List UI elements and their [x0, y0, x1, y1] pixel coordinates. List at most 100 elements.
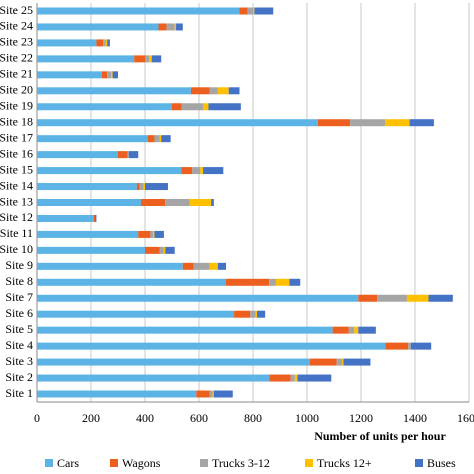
- bar-segment: [385, 342, 409, 350]
- bar-segment: [317, 119, 351, 127]
- y-tick-label: Site 20: [0, 83, 33, 97]
- legend-label: Buses: [427, 456, 456, 470]
- y-tick-label: Site 13: [0, 194, 33, 208]
- bar-segment: [176, 23, 183, 31]
- y-tick-label: Site 6: [5, 306, 33, 320]
- bar-segment: [255, 310, 258, 318]
- bar-segment: [172, 103, 182, 111]
- bar-segment: [107, 71, 112, 79]
- bar-segment: [343, 358, 371, 366]
- bar-segment: [111, 71, 113, 79]
- bar-segment: [145, 246, 160, 254]
- bar-segment: [408, 342, 411, 350]
- bar-segment: [37, 262, 183, 270]
- legend-swatch: [200, 459, 208, 467]
- bar-segment: [358, 294, 378, 302]
- x-tick-label: 1200: [349, 411, 373, 425]
- bar-segment: [200, 167, 204, 175]
- x-tick-label: 1600: [457, 411, 474, 425]
- y-tick-label: Site 9: [5, 258, 33, 272]
- bar-segment: [217, 87, 229, 95]
- bar-segment: [151, 55, 162, 63]
- bar-segment: [37, 39, 97, 47]
- bar-segment: [147, 135, 155, 143]
- bar-segment: [213, 390, 233, 398]
- bar-segment: [163, 246, 166, 254]
- bar-segment: [37, 374, 270, 382]
- bar-segment: [37, 119, 318, 127]
- bar-segment: [409, 119, 434, 127]
- bar-segment: [193, 262, 210, 270]
- bar-segment: [228, 87, 240, 95]
- y-tick-label: Site 23: [0, 35, 33, 49]
- bar-segment: [96, 39, 104, 47]
- bar-segment: [37, 167, 182, 175]
- bar-segment: [217, 262, 226, 270]
- bar-segment: [37, 151, 118, 159]
- bar-segment: [275, 278, 290, 286]
- bar-segment: [37, 135, 148, 143]
- bar-segment: [107, 39, 110, 47]
- bar-segment: [406, 294, 429, 302]
- bar-segment: [181, 167, 193, 175]
- bar-segment: [145, 55, 150, 63]
- bar-segment: [145, 183, 168, 191]
- bar-segment: [37, 246, 145, 254]
- bar-segment: [139, 183, 144, 191]
- bar-segment: [234, 310, 251, 318]
- bar-segment: [150, 230, 154, 238]
- bar-segment: [203, 103, 209, 111]
- bar-segment: [118, 151, 128, 159]
- x-tick-label: 400: [136, 411, 154, 425]
- bar-segment: [269, 278, 276, 286]
- bar-segment: [112, 71, 118, 79]
- bar-segment: [103, 39, 106, 47]
- bar-segment: [209, 262, 218, 270]
- bar-segment: [254, 7, 274, 15]
- y-tick-label: Site 1: [5, 386, 33, 400]
- bar-segment: [154, 230, 164, 238]
- bar-segment: [37, 230, 139, 238]
- bar-segment: [37, 87, 191, 95]
- bar-segment: [95, 214, 97, 222]
- y-tick-label: Site 21: [0, 67, 33, 81]
- bar-segment: [158, 23, 167, 31]
- bar-segment: [159, 246, 164, 254]
- bar-segment: [190, 87, 210, 95]
- bar-segment: [140, 199, 166, 206]
- y-tick-label: Site 17: [0, 130, 33, 144]
- bar-segment: [166, 23, 175, 31]
- y-tick-label: Site 11: [0, 226, 33, 240]
- bar-segment: [358, 326, 376, 334]
- y-tick-label: Site 25: [0, 3, 33, 17]
- bar-segment: [354, 326, 359, 334]
- bar-segment: [342, 358, 344, 366]
- bar-segment: [165, 199, 190, 206]
- bar-segment: [239, 7, 248, 15]
- bar-segment: [37, 71, 102, 79]
- bar-segment: [37, 310, 235, 318]
- bar-segment: [37, 103, 172, 111]
- bar-segment: [165, 246, 175, 254]
- legend-label: Trucks 12+: [317, 456, 372, 470]
- bar-segment: [37, 55, 135, 63]
- bar-segment: [37, 294, 359, 302]
- y-tick-label: Site 10: [0, 242, 33, 256]
- bar-segment: [297, 374, 332, 382]
- y-tick-label: Site 7: [5, 290, 33, 304]
- bar-segment: [138, 230, 151, 238]
- bar-segment: [332, 326, 349, 334]
- bar-segment: [269, 374, 291, 382]
- bar-segment: [212, 390, 214, 398]
- legend-label: Wagons: [122, 456, 161, 470]
- y-tick-label: Site 24: [0, 19, 33, 33]
- bar-segment: [428, 294, 453, 302]
- y-tick-label: Site 16: [0, 146, 33, 160]
- bar-segment: [101, 71, 108, 79]
- bar-segment: [226, 278, 270, 286]
- bar-segment: [336, 358, 343, 366]
- bar-segment: [37, 358, 310, 366]
- bar-segment: [192, 167, 201, 175]
- bar-segment: [247, 7, 253, 15]
- bar-segment: [127, 151, 129, 159]
